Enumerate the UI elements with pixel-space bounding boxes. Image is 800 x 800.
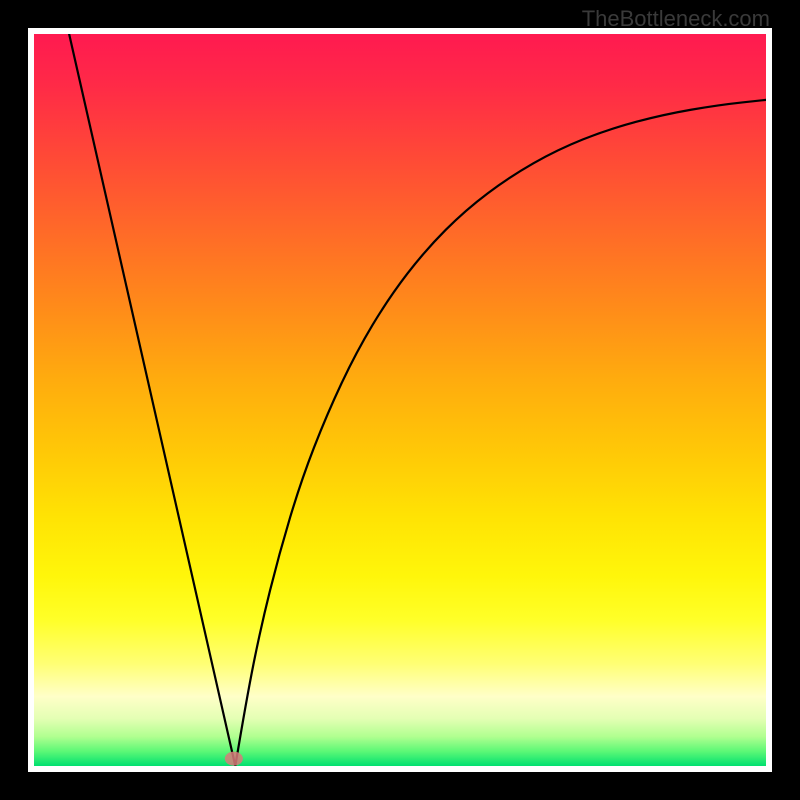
plot-area: [34, 34, 766, 766]
background-gradient: [34, 34, 766, 766]
watermark-text: TheBottleneck.com: [582, 6, 770, 32]
chart-frame: [28, 28, 772, 772]
chart-stage: TheBottleneck.com: [0, 0, 800, 800]
